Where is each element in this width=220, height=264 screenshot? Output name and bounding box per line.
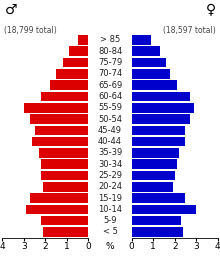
Bar [132,103,194,112]
Bar [30,114,88,124]
Bar [24,103,88,112]
Bar [41,159,88,169]
Bar [39,148,88,158]
Bar [30,193,88,203]
Bar [132,216,181,225]
Text: < 5: < 5 [103,228,117,237]
Text: 50-54: 50-54 [98,115,122,124]
Bar [35,125,88,135]
Bar [132,148,179,158]
Bar [132,182,172,192]
Bar [132,92,190,101]
Text: %: % [106,242,114,251]
Bar [132,137,185,147]
Bar [132,159,177,169]
Bar [132,58,166,67]
Text: 65-69: 65-69 [98,81,122,90]
Text: 10-14: 10-14 [98,205,122,214]
Bar [132,80,177,90]
Bar [132,46,160,56]
Text: 70-74: 70-74 [98,69,122,78]
Text: 55-59: 55-59 [98,103,122,112]
Bar [26,205,88,214]
Bar [41,171,88,180]
Bar [43,227,88,237]
Text: ♂: ♂ [4,3,17,17]
Bar [132,35,151,45]
Text: (18,597 total): (18,597 total) [163,26,216,35]
Text: 60-64: 60-64 [98,92,122,101]
Text: 75-79: 75-79 [98,58,122,67]
Text: 15-19: 15-19 [98,194,122,202]
Text: (18,799 total): (18,799 total) [4,26,57,35]
Text: ♀: ♀ [205,3,216,17]
Text: > 85: > 85 [100,35,120,44]
Text: 35-39: 35-39 [98,148,122,157]
Bar [132,205,196,214]
Bar [132,125,185,135]
Bar [78,35,88,45]
Bar [56,69,88,79]
Text: 30-34: 30-34 [98,160,122,169]
Bar [132,171,175,180]
Text: 40-44: 40-44 [98,137,122,146]
Bar [132,114,190,124]
Bar [132,193,185,203]
Bar [32,137,88,147]
Bar [41,216,88,225]
Bar [132,227,183,237]
Bar [50,80,88,90]
Bar [41,92,88,101]
Text: 80-84: 80-84 [98,47,122,56]
Bar [132,69,170,79]
Bar [43,182,88,192]
Text: 5-9: 5-9 [103,216,117,225]
Bar [62,58,88,67]
Bar [69,46,88,56]
Text: 20-24: 20-24 [98,182,122,191]
Text: 45-49: 45-49 [98,126,122,135]
Text: 25-29: 25-29 [98,171,122,180]
